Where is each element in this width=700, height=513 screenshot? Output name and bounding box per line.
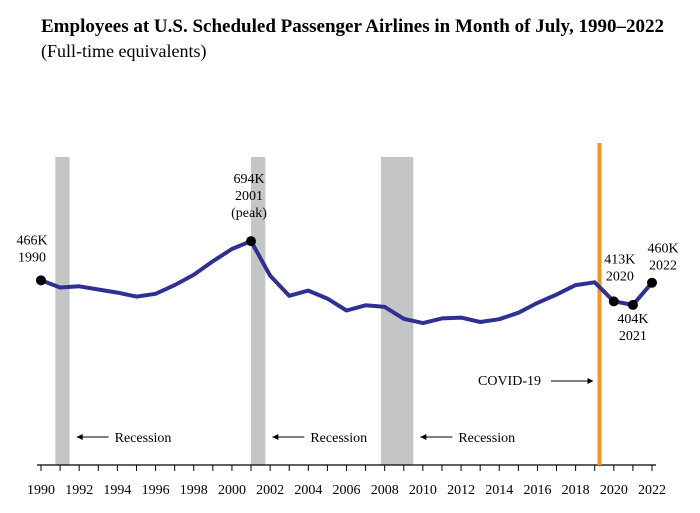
- covid-arrowhead: [587, 378, 594, 384]
- x-tick-label: 2006: [333, 483, 361, 498]
- x-tick-label: 2012: [447, 483, 475, 498]
- data-label: 460K: [647, 242, 678, 257]
- data-label: 2021: [619, 329, 647, 344]
- x-tick-label: 2002: [256, 483, 284, 498]
- recession-band: [55, 157, 70, 465]
- recession-bands: Recession Recession Recession: [55, 157, 515, 465]
- recession-arrowhead: [420, 434, 427, 440]
- data-point: [246, 236, 257, 247]
- series-line: [39, 239, 654, 326]
- data-line: [39, 239, 654, 326]
- chart-subtitle: (Full-time equivalents): [41, 41, 207, 61]
- x-tick-label: 1994: [103, 483, 131, 498]
- x-tick-label: 2008: [371, 483, 399, 498]
- recession-arrowhead: [76, 434, 83, 440]
- data-label: 466K: [16, 233, 47, 248]
- recession-band: [251, 157, 266, 465]
- annotated-points: [36, 236, 657, 310]
- covid-label: COVID-19: [478, 374, 541, 389]
- recession-label: Recession: [115, 431, 172, 446]
- data-label: 404K: [617, 312, 648, 327]
- x-tick-label: 1990: [27, 483, 55, 498]
- data-label: 2022: [649, 259, 677, 274]
- x-tick-label: 2010: [409, 483, 437, 498]
- recession-arrowhead: [272, 434, 279, 440]
- x-tick-label: 2000: [218, 483, 246, 498]
- x-tick-label: 2022: [638, 483, 666, 498]
- x-axis: 1990 1992 1994 1996 1998 2000 2002 2004 2006 2008…: [27, 464, 666, 498]
- chart-title: Employees at U.S. Scheduled Passenger Ai…: [41, 16, 665, 37]
- x-tick-label: 2014: [485, 483, 513, 498]
- data-point: [627, 299, 638, 310]
- data-point: [36, 275, 46, 286]
- annotations: 466K 1990 694K 2001 (peak) 413K 2020 404K 2021 46…: [16, 172, 678, 344]
- data-label: 1990: [18, 250, 46, 265]
- x-tick-label: 2004: [294, 483, 322, 498]
- data-label: 2001: [235, 189, 263, 204]
- recession-band: [380, 157, 414, 465]
- x-tick-label: 2020: [600, 483, 628, 498]
- recession-label: Recession: [310, 431, 367, 446]
- x-tick-label: 1992: [65, 483, 93, 498]
- x-tick-label: 2018: [562, 483, 590, 498]
- data-label: 2020: [606, 269, 634, 284]
- recession-label: Recession: [458, 431, 515, 446]
- data-point: [608, 296, 619, 307]
- x-tick-label: 1998: [180, 483, 208, 498]
- x-tick-label: 1996: [142, 483, 170, 498]
- x-tick-label: 2016: [523, 483, 551, 498]
- data-label: (peak): [231, 206, 267, 221]
- data-point: [647, 277, 657, 288]
- data-label: 413K: [604, 252, 635, 267]
- covid-marker: COVID-19: [478, 143, 602, 465]
- data-label: 694K: [233, 172, 264, 187]
